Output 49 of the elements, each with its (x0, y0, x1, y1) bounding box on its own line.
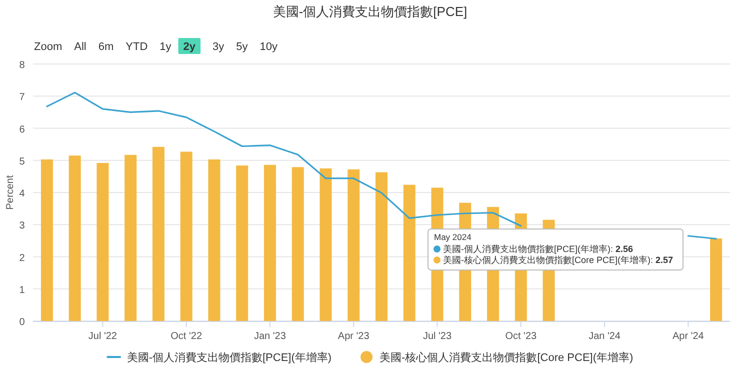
bar (264, 164, 276, 321)
y-tick-label: 1 (19, 284, 26, 296)
y-tick-label: 4 (19, 188, 26, 200)
y-tick-label: 5 (19, 156, 26, 168)
annotation: May 2024 (434, 232, 472, 242)
x-tick-label: Jul '22 (88, 331, 118, 342)
bar (348, 169, 360, 321)
bar (180, 152, 192, 321)
bar (96, 162, 109, 321)
x-tick-label: Apr '23 (338, 331, 370, 342)
x-tick-label: Oct '23 (505, 331, 538, 342)
text: 2y (183, 41, 196, 53)
x-tick-label: Oct '22 (170, 331, 202, 342)
y-tick-label: 3 (19, 220, 26, 232)
bar (376, 172, 388, 321)
x-tick-label: Jan '24 (588, 331, 621, 342)
bar (208, 159, 220, 321)
bar (152, 146, 164, 321)
chart-title: 美國-個人消費支出物價指數[PCE] (272, 4, 468, 19)
bar (124, 154, 137, 321)
bar (40, 159, 53, 321)
text: All (74, 41, 86, 53)
text: YTD (126, 41, 148, 53)
y-tick-label: 0 (19, 317, 26, 328)
bar (403, 184, 416, 321)
y-tick-label: 2 (19, 252, 26, 264)
y-tick-label: 7 (19, 92, 26, 104)
text: 10y (260, 41, 278, 53)
text: 6m (98, 41, 114, 53)
x-tick-label: Jul '23 (422, 331, 452, 342)
annotation: 美國-個人消費支出物價指數[PCE](年增率): 2.56 (443, 244, 634, 254)
y-axis-title: Percent (5, 175, 16, 210)
text: 3y (212, 41, 225, 53)
text: Zoom (34, 41, 62, 53)
x-tick-label: Jan '23 (254, 331, 286, 342)
bar (320, 168, 332, 321)
bar (68, 156, 81, 321)
bar (236, 166, 248, 321)
tooltip: May 2024 美國-個人消費支出物價指數[PCE](年增率): 2.56 美國-核心個人消費支出物價指數[Core PCE](年增率): 2.57 (428, 228, 684, 270)
y-tick-label: 8 (19, 60, 26, 71)
y-tick-label: 6 (19, 124, 26, 136)
bar (710, 238, 722, 321)
legend-label: 美國-個人消費支出物價指數[PCE](年增率) (126, 351, 332, 364)
legend-label: 美國-核心個人消費支出物價指數[Core PCE](年增率) (380, 351, 634, 364)
annotation: 美國-核心個人消費支出物價指數[Core PCE](年增率): 2.57 (443, 255, 674, 265)
text: 5y (236, 41, 248, 53)
bar (292, 167, 304, 321)
text: 1y (160, 41, 172, 53)
x-tick-label: Apr '24 (672, 331, 704, 342)
